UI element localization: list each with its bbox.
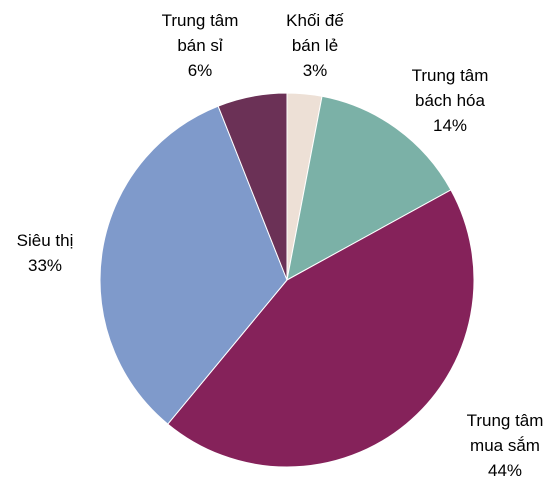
pie-slice (99, 105, 288, 425)
pie-slice (286, 95, 452, 281)
slice-label: Trung tâm bách hóa 14% (395, 63, 505, 138)
pie-slice (217, 92, 288, 281)
value-label: 14% (432, 116, 468, 135)
slice-label: Trung tâm mua sắm 44% (455, 408, 555, 480)
category-label: Trung tâm bán sỉ (161, 11, 239, 55)
value-label: 3% (302, 61, 328, 80)
pie-slice (167, 189, 475, 468)
slice-label: Siêu thị 33% (0, 228, 90, 278)
category-label: Trung tâm mua sắm (466, 411, 544, 455)
value-label: 33% (27, 256, 63, 275)
value-label: 44% (487, 461, 523, 480)
category-label: Trung tâm bách hóa (411, 66, 489, 110)
slice-label: Khối đế bán lẻ 3% (275, 8, 355, 83)
value-label: 6% (187, 61, 213, 80)
category-label: Khối đế bán lẻ (286, 11, 344, 55)
category-label: Siêu thị (16, 231, 74, 250)
slice-label: Trung tâm bán sỉ 6% (155, 8, 245, 83)
